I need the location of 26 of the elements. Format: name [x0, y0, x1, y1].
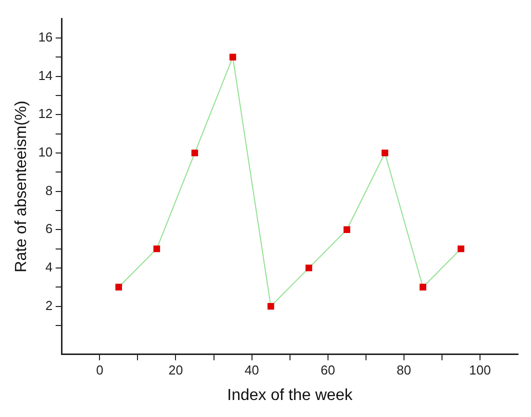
y-tick-label: 12 [38, 106, 53, 122]
point [458, 245, 464, 252]
x-tick-label: 100 [469, 362, 491, 378]
y-tick-label: 10 [38, 144, 53, 160]
point [344, 226, 350, 233]
x-tick-label: 80 [396, 362, 412, 378]
point [115, 284, 122, 290]
x-tick-label: 20 [168, 362, 183, 378]
point [191, 150, 198, 156]
y-tick-label: 16 [38, 30, 53, 45]
point [229, 54, 236, 60]
point [267, 302, 274, 310]
x-tick-label: 40 [244, 362, 260, 378]
point [382, 150, 388, 156]
x-tick-label: 60 [320, 362, 336, 378]
point [420, 284, 426, 290]
y-tick-label: 14 [38, 68, 53, 83]
y-tick-label: 8 [45, 182, 53, 198]
point [306, 264, 312, 272]
y-tick-label: 6 [45, 221, 53, 236]
y-tick-label: 4 [45, 260, 53, 275]
x-axis-title: Index of the week [227, 386, 354, 404]
y-tick-label: 2 [45, 298, 53, 313]
x-tick-label: 0 [96, 362, 104, 378]
point [153, 245, 160, 252]
y-axis-title: Rate of absenteeism(%) [13, 100, 30, 272]
